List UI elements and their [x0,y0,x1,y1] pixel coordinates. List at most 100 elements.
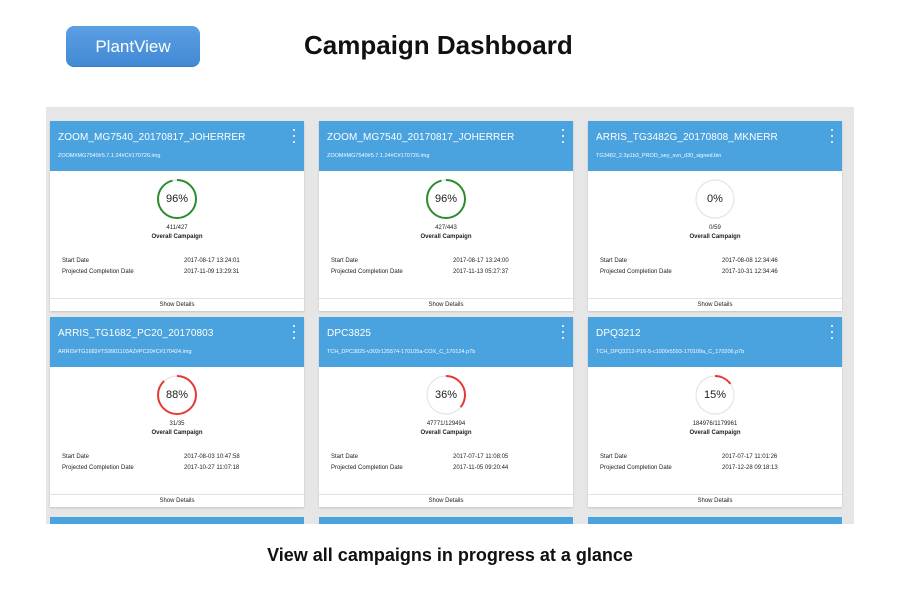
campaign-card: DPC3825 TCH_DPC3825-v302r125574-170105a-C… [319,317,573,507]
campaign-card: ZOOM_MG7540_20170817_JOHERRER ZOOM#MG7540… [319,121,573,311]
overall-campaign-label: Overall Campaign [689,234,741,240]
start-date-value: 2017-08-17 13:24:00 [453,258,509,264]
progress-ring-graphic [426,375,466,415]
start-date-label: Start Date [331,454,359,460]
completion-date-label: Projected Completion Date [62,269,134,275]
campaign-name: ZOOM_MG7540_20170817_JOHERRER [327,132,515,143]
show-details-button[interactable]: Show Details [588,298,842,311]
start-date-row: Start Date 2017-08-03 10:47:58 [62,454,292,463]
campaign-card: ARRIS_TG3482G_20170808_MKNERR TG3482_2.3p… [588,121,842,311]
ring-progress [157,179,197,219]
progress-ring-graphic [695,375,735,415]
progress-ring: 36% [425,374,467,416]
progress-percent: 0% [707,193,723,205]
completion-date-label: Projected Completion Date [331,465,403,471]
plantview-button[interactable]: PlantView [66,26,200,67]
campaign-grid: ZOOM_MG7540_20170817_JOHERRER ZOOM#MG7540… [46,107,854,524]
campaign-card: ARRIS_TG1682_PC20_20170803 ARRIS#TG1682#T… [50,317,304,507]
completion-date-value: 2017-12-28 09:18:13 [722,465,778,471]
tagline: View all campaigns in progress at a glan… [267,545,633,565]
completion-date-value: 2017-11-09 13:29:31 [184,269,240,275]
show-details-button[interactable]: Show Details [319,494,573,507]
ring-progress [157,375,197,415]
start-date-value: 2017-08-08 12:34:46 [722,258,778,264]
start-date-value: 2017-08-03 10:47:58 [184,454,240,460]
start-date-row: Start Date 2017-07-17 11:08:05 [331,454,561,463]
progress-count: 427/443 [435,225,457,231]
progress-ring: 15% [694,374,736,416]
progress-percent: 36% [434,389,458,401]
progress-ring: 96% [156,178,198,220]
overall-campaign-label: Overall Campaign [420,430,472,436]
kebab-icon[interactable] [290,129,298,143]
campaign-card: ZOOM_MG7540_20170817_JOHERRER ZOOM#MG7540… [50,121,304,311]
kebab-icon[interactable] [828,325,836,339]
kebab-icon[interactable] [828,129,836,143]
kebab-icon[interactable] [559,325,567,339]
completion-date-label: Projected Completion Date [62,465,134,471]
show-details-button[interactable]: Show Details [588,494,842,507]
start-date-label: Start Date [62,454,90,460]
card-peek [319,517,573,524]
start-date-label: Start Date [331,258,359,264]
firmware-file: TCH_DPQ3212-P16-5-c1000r5593-170109a_C_1… [596,349,745,355]
progress-ring-graphic [695,179,735,219]
start-date-row: Start Date 2017-08-17 13:24:00 [331,258,561,267]
firmware-file: TG3482_2.3p1b3_PROD_sey_svn_d30_signed.b… [596,153,722,159]
completion-date-row: Projected Completion Date 2017-10-31 12:3… [600,269,830,278]
ring-progress [426,179,466,219]
progress-ring-graphic [157,179,197,219]
show-details-button[interactable]: Show Details [50,494,304,507]
start-date-label: Start Date [600,258,628,264]
completion-date-row: Projected Completion Date 2017-10-27 11:0… [62,465,292,474]
progress-ring-graphic [157,375,197,415]
start-date-row: Start Date 2017-08-17 13:24:01 [62,258,292,267]
completion-date-row: Projected Completion Date 2017-12-28 09:1… [600,465,830,474]
page-title: Campaign Dashboard [304,30,573,60]
start-date-value: 2017-07-17 11:01:26 [722,454,778,460]
completion-date-label: Projected Completion Date [331,269,403,275]
progress-count: 31/35 [169,421,185,427]
overall-campaign-label: Overall Campaign [420,234,472,240]
start-date-value: 2017-08-17 13:24:01 [184,258,240,264]
progress-ring: 0% [694,178,736,220]
campaign-name: ARRIS_TG1682_PC20_20170803 [58,328,214,339]
ring-progress [426,375,466,415]
completion-date-row: Projected Completion Date 2017-11-09 13:2… [62,269,292,278]
firmware-file: TCH_DPC3825-v302r125574-170105a-COX_C_17… [327,349,476,355]
completion-date-row: Projected Completion Date 2017-11-05 09:2… [331,465,561,474]
start-date-row: Start Date 2017-07-17 11:01:26 [600,454,830,463]
card-header: ARRIS_TG3482G_20170808_MKNERR TG3482_2.3p… [588,121,842,171]
card-header: DPQ3212 TCH_DPQ3212-P16-5-c1000r5593-1701… [588,317,842,367]
card-header: ZOOM_MG7540_20170817_JOHERRER ZOOM#MG7540… [50,121,304,171]
completion-date-value: 2017-10-27 11:07:18 [184,465,240,471]
progress-percent: 96% [434,193,458,205]
firmware-file: ZOOM#MG7540#5.7.1.24#C#170726.img [327,153,430,159]
card-header: DPC3825 TCH_DPC3825-v302r125574-170105a-C… [319,317,573,367]
progress-count: 184976/1179961 [692,421,738,427]
show-details-button[interactable]: Show Details [50,298,304,311]
ring-progress [695,375,735,415]
firmware-file: ARRIS#TG1682#TS9901103AZ#PC20#C#170424.i… [58,349,192,355]
campaign-card: DPQ3212 TCH_DPQ3212-P16-5-c1000r5593-1701… [588,317,842,507]
completion-date-value: 2017-11-13 05:27:37 [453,269,509,275]
completion-date-label: Projected Completion Date [600,269,672,275]
kebab-icon[interactable] [290,325,298,339]
completion-date-row: Projected Completion Date 2017-11-13 05:2… [331,269,561,278]
progress-count: 0/59 [709,225,721,231]
completion-date-value: 2017-10-31 12:34:46 [722,269,778,275]
campaign-name: DPQ3212 [596,328,641,339]
campaign-name: ARRIS_TG3482G_20170808_MKNERR [596,132,778,143]
progress-count: 411/427 [166,225,188,231]
progress-percent: 88% [165,389,189,401]
show-details-button[interactable]: Show Details [319,298,573,311]
start-date-value: 2017-07-17 11:08:05 [453,454,509,460]
kebab-icon[interactable] [559,129,567,143]
card-peek [50,517,304,524]
card-header: ARRIS_TG1682_PC20_20170803 ARRIS#TG1682#T… [50,317,304,367]
progress-percent: 96% [165,193,189,205]
progress-count: 47771/129494 [426,421,466,427]
overall-campaign-label: Overall Campaign [151,430,203,436]
start-date-label: Start Date [62,258,90,264]
campaign-name: DPC3825 [327,328,372,339]
